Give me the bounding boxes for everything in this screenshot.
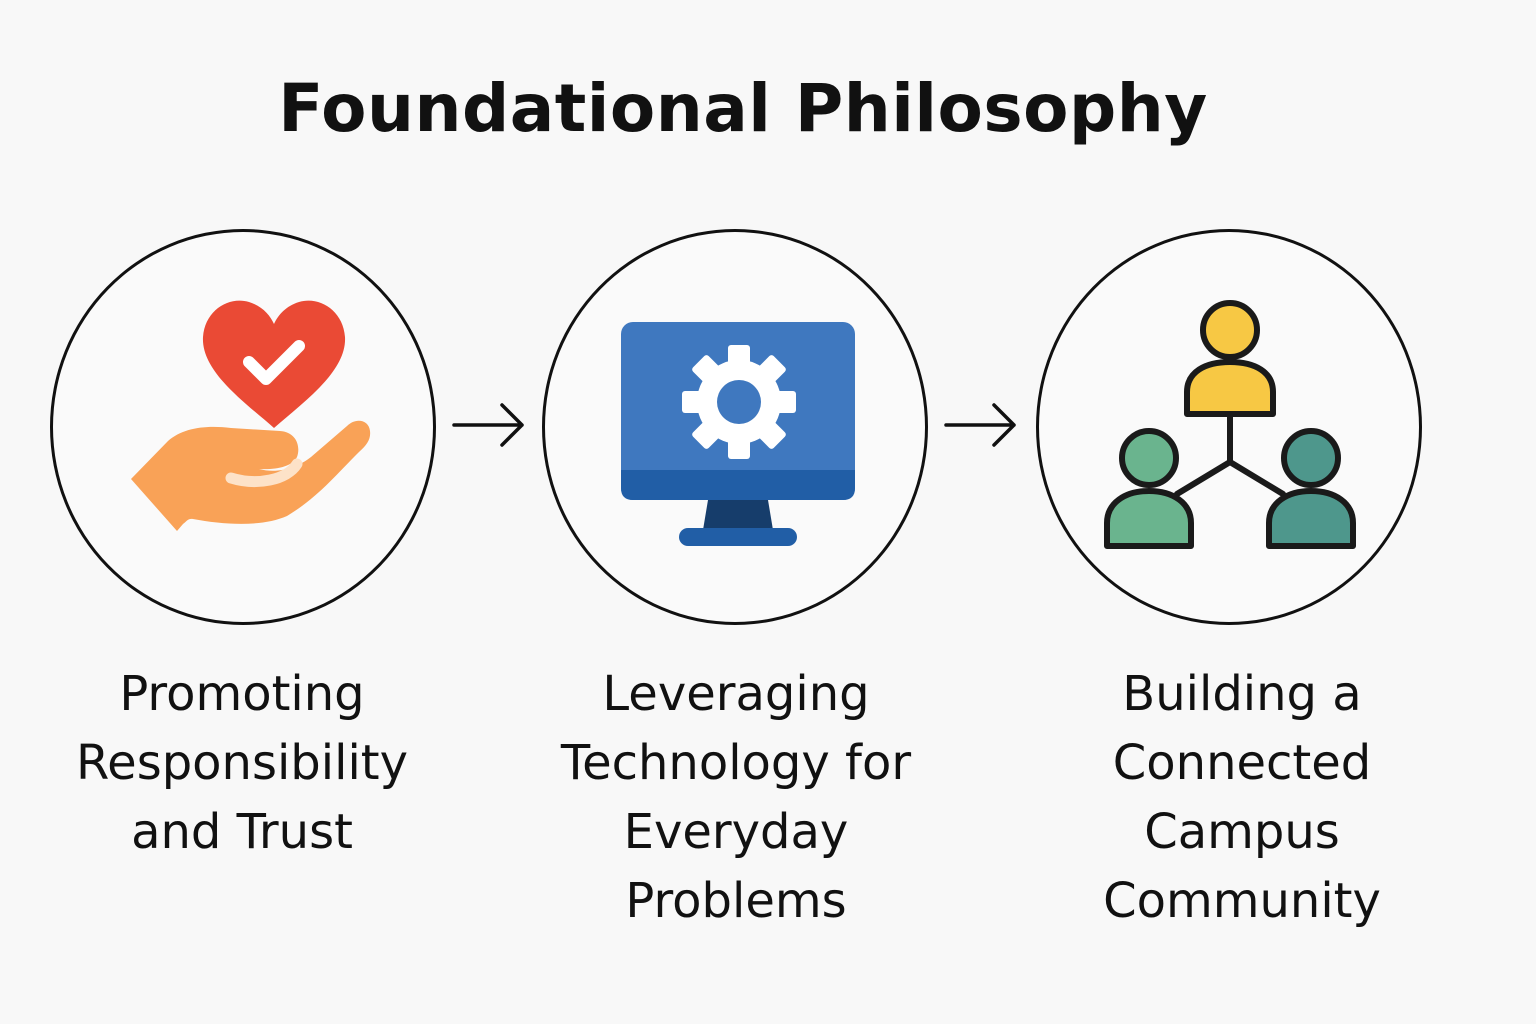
person-right-icon — [1266, 428, 1356, 549]
step-label-community: Building a Connected Campus Community — [1103, 666, 1381, 929]
connector-lines — [1174, 411, 1286, 497]
monitor-gear-icon — [621, 322, 855, 546]
arrow-right-icon — [452, 403, 524, 447]
person-top-icon — [1184, 300, 1276, 417]
step-circle-technology — [542, 229, 928, 625]
connected-people-icon — [1104, 300, 1356, 549]
monitor-base — [679, 528, 797, 546]
hand-finger-line — [225, 458, 303, 487]
monitor-stand — [703, 500, 773, 530]
step-circle-responsibility — [50, 229, 436, 625]
step-label-responsibility: Promoting Responsibility and Trust — [75, 666, 409, 860]
arrow-right-icon — [944, 403, 1016, 447]
step-circle-community — [1036, 229, 1422, 625]
hand-shape — [131, 420, 371, 531]
monitor-bezel — [621, 470, 855, 500]
hand-heart-check-icon — [131, 300, 371, 531]
step-label-technology: Leveraging Technology for Everyday Probl… — [560, 666, 912, 929]
person-left-icon — [1104, 428, 1194, 549]
check-mark — [243, 340, 305, 385]
page-title: Foundational Philosophy — [278, 70, 1208, 147]
gear-icon — [682, 345, 796, 459]
